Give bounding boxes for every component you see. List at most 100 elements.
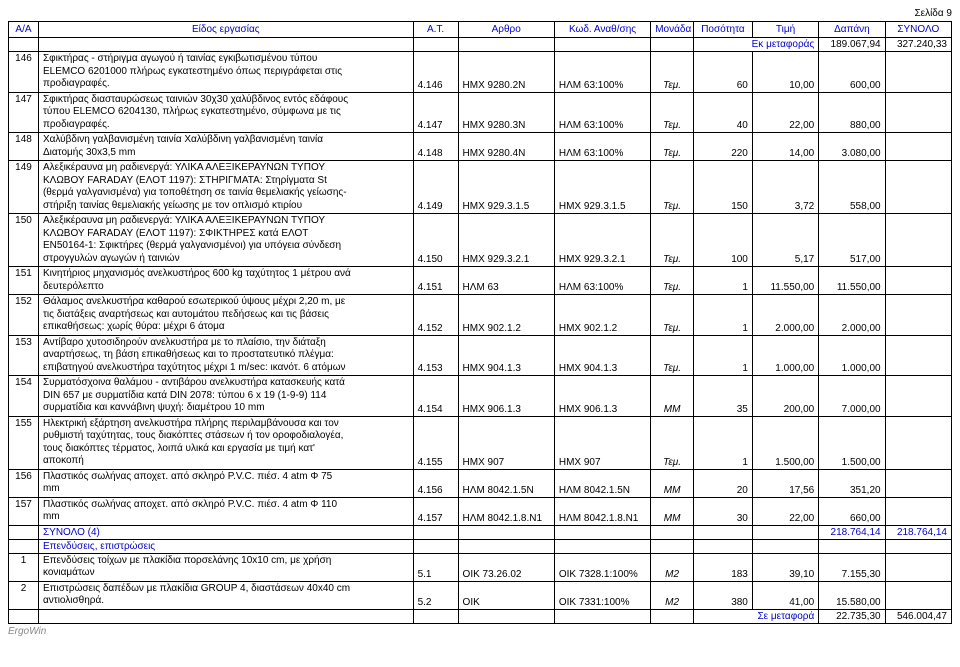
subtotal-label: ΣΥΝΟΛΟ (4) <box>38 525 413 539</box>
footer-carry-dap: 22.735,30 <box>819 609 885 623</box>
cell-mon: Τεμ. <box>651 52 694 93</box>
cell-dap: 1.000,00 <box>819 335 885 376</box>
cell-mon: Τεμ. <box>651 92 694 133</box>
cell-dap: 517,00 <box>819 214 885 267</box>
cell-arthro: ΟΙΚ 73.26.02 <box>458 553 554 581</box>
cell-pos: 380 <box>694 581 753 609</box>
hdr-mon: Μονάδα <box>651 22 694 38</box>
table-row: 157Πλαστικός σωλήνας αποχετ. από σκληρό … <box>9 497 952 525</box>
cell-desc: Κινητήριος μηχανισμός ανελκυστήρος 600 k… <box>38 267 413 295</box>
cell-at: 4.155 <box>413 416 458 469</box>
cell-timi: 200,00 <box>752 376 818 417</box>
table-row: 153Αντίβαρο χυτοσιδηρούν ανελκυστήρα με … <box>9 335 952 376</box>
cell-aa: 152 <box>9 295 39 336</box>
cell-pos: 1 <box>694 335 753 376</box>
cell-dap: 7.155,30 <box>819 553 885 581</box>
cell-timi: 17,56 <box>752 469 818 497</box>
footer-carry-label: Σε μεταφορά <box>694 609 819 623</box>
cell-pos: 60 <box>694 52 753 93</box>
cell-aa: 150 <box>9 214 39 267</box>
footer-carry-syn: 546.004,47 <box>885 609 951 623</box>
cell-aa: 151 <box>9 267 39 295</box>
table-row: 156Πλαστικός σωλήνας αποχετ. από σκληρό … <box>9 469 952 497</box>
cell-mon: ΜΜ <box>651 469 694 497</box>
hdr-aa: Α/Α <box>9 22 39 38</box>
cell-arthro: ΗΜΧ 902.1.2 <box>458 295 554 336</box>
cell-desc: Θάλαμος ανελκυστήρα καθαρού εσωτερικού ύ… <box>38 295 413 336</box>
cell-timi: 39,10 <box>752 553 818 581</box>
cell-timi: 1.000,00 <box>752 335 818 376</box>
cell-at: 4.150 <box>413 214 458 267</box>
cell-desc: Ηλεκτρική εξάρτηση ανελκυστήρα πλήρης πε… <box>38 416 413 469</box>
cell-mon: Μ2 <box>651 581 694 609</box>
cost-table: Α/Α Είδος εργασίας Α.Τ. Αρθρο Κωδ. Αναθ/… <box>8 21 952 624</box>
subtotal-row: ΣΥΝΟΛΟ (4)218.764,14218.764,14 <box>9 525 952 539</box>
cell-desc: Σφικτήρας διασταυρώσεως ταινιών 30χ30 χα… <box>38 92 413 133</box>
cell-pos: 1 <box>694 416 753 469</box>
cell-at: 4.152 <box>413 295 458 336</box>
cell-pos: 20 <box>694 469 753 497</box>
subtotal-syn: 218.764,14 <box>885 525 951 539</box>
table-row: 152Θάλαμος ανελκυστήρα καθαρού εσωτερικο… <box>9 295 952 336</box>
cell-aa: 154 <box>9 376 39 417</box>
cell-arthro: ΗΛΜ 8042.1.8.Ν1 <box>458 497 554 525</box>
cell-timi: 5,17 <box>752 214 818 267</box>
cell-dap: 11.550,00 <box>819 267 885 295</box>
hdr-arthro: Αρθρο <box>458 22 554 38</box>
cell-syn <box>885 161 951 214</box>
cell-mon: Τεμ. <box>651 161 694 214</box>
cell-syn <box>885 52 951 93</box>
cell-dap: 600,00 <box>819 52 885 93</box>
cell-kod: ΗΛΜ 63:100% <box>554 92 650 133</box>
cell-arthro: ΗΜΧ 929.3.2.1 <box>458 214 554 267</box>
cell-kod: ΗΜΧ 907 <box>554 416 650 469</box>
cell-syn <box>885 497 951 525</box>
cell-kod: ΗΜΧ 929.3.1.5 <box>554 161 650 214</box>
table-row: 1Επενδύσεις τοίχων με πλακίδια πορσελάνη… <box>9 553 952 581</box>
cell-desc: Αλεξικέραυνα μη ραδιενεργά: ΥΛΙΚΑ ΑΛΕΞΙΚ… <box>38 161 413 214</box>
cell-kod: ΗΜΧ 902.1.2 <box>554 295 650 336</box>
cell-syn <box>885 295 951 336</box>
section-title-row: Επενδύσεις, επιστρώσεις <box>9 539 952 553</box>
cell-kod: ΗΜΧ 906.1.3 <box>554 376 650 417</box>
cell-arthro: ΗΜΧ 929.3.1.5 <box>458 161 554 214</box>
table-row: 150Αλεξικέραυνα μη ραδιενεργά: ΥΛΙΚΑ ΑΛΕ… <box>9 214 952 267</box>
table-row: 148Χαλύβδινη γαλβανισμένη ταινία Χαλύβδι… <box>9 133 952 161</box>
table-row: 155Ηλεκτρική εξάρτηση ανελκυστήρα πλήρης… <box>9 416 952 469</box>
table-row: 147Σφικτήρας διασταυρώσεως ταινιών 30χ30… <box>9 92 952 133</box>
hdr-syn: ΣΥΝΟΛΟ <box>885 22 951 38</box>
cell-arthro: ΗΜΧ 9280.2Ν <box>458 52 554 93</box>
table-row: 151Κινητήριος μηχανισμός ανελκυστήρος 60… <box>9 267 952 295</box>
hdr-timi: Τιμή <box>752 22 818 38</box>
table-row: 2Επιστρώσεις δαπέδων με πλακίδια GROUP 4… <box>9 581 952 609</box>
cell-arthro: ΗΜΧ 907 <box>458 416 554 469</box>
table-row: 146Σφικτήρας - στήριγμα αγωγού ή ταινίας… <box>9 52 952 93</box>
cell-kod: ΗΜΧ 904.1.3 <box>554 335 650 376</box>
cell-syn <box>885 469 951 497</box>
cell-at: 4.149 <box>413 161 458 214</box>
cell-arthro: ΗΜΧ 9280.3Ν <box>458 92 554 133</box>
hdr-at: Α.Τ. <box>413 22 458 38</box>
cell-pos: 30 <box>694 497 753 525</box>
cell-dap: 660,00 <box>819 497 885 525</box>
cell-at: 5.1 <box>413 553 458 581</box>
cell-dap: 15.580,00 <box>819 581 885 609</box>
cell-desc: Συρματόσχοινα θαλάμου - αντιβάρου ανελκυ… <box>38 376 413 417</box>
cell-kod: ΟΙΚ 7328.1:100% <box>554 553 650 581</box>
cell-syn <box>885 581 951 609</box>
cell-dap: 880,00 <box>819 92 885 133</box>
hdr-kod: Κωδ. Αναθ/σης <box>554 22 650 38</box>
section-title: Επενδύσεις, επιστρώσεις <box>38 539 413 553</box>
cell-aa: 1 <box>9 553 39 581</box>
cell-syn <box>885 416 951 469</box>
cell-timi: 22,00 <box>752 497 818 525</box>
carry-dap: 189.067,94 <box>819 38 885 52</box>
cell-kod: ΗΛΜ 63:100% <box>554 133 650 161</box>
cell-aa: 157 <box>9 497 39 525</box>
cell-syn <box>885 92 951 133</box>
cell-at: 4.151 <box>413 267 458 295</box>
cell-arthro: ΗΛΜ 63 <box>458 267 554 295</box>
cell-desc: Αλεξικέραυνα μη ραδιενεργά: ΥΛΙΚΑ ΑΛΕΞΙΚ… <box>38 214 413 267</box>
ergowin-footer: ErgoWin <box>8 626 952 637</box>
cell-timi: 3,72 <box>752 161 818 214</box>
